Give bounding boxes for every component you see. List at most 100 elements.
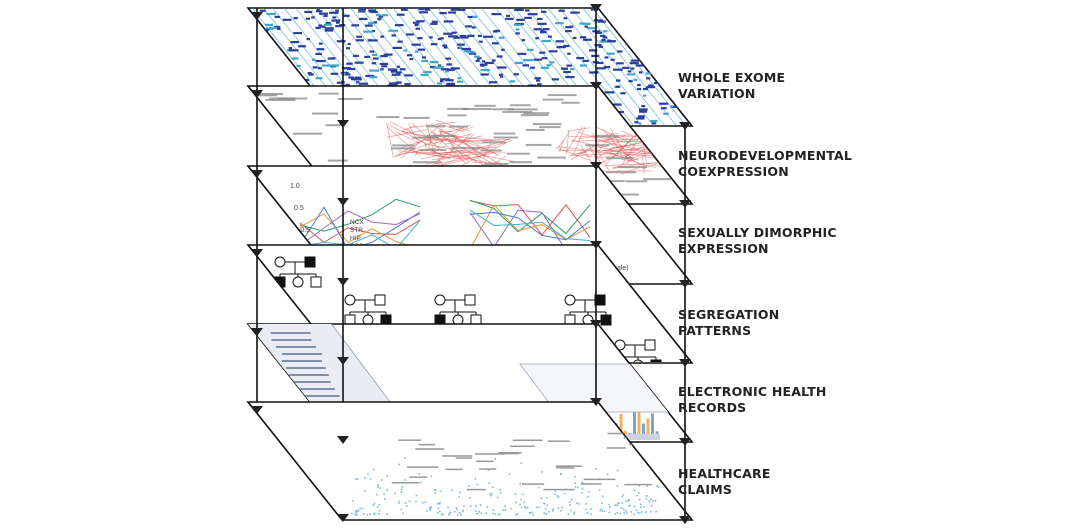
claims-annotation (418, 443, 435, 446)
ehr-row (271, 339, 312, 341)
claims-point (488, 482, 490, 484)
variant-mark (491, 59, 496, 62)
claims-point (420, 481, 422, 484)
gene-label (390, 147, 416, 150)
timeline-bar (633, 412, 636, 436)
claims-point (478, 511, 480, 513)
pedigree-female (564, 294, 576, 306)
claims-point (455, 506, 458, 509)
variant-mark (482, 35, 493, 38)
exome-track (539, 8, 635, 125)
layer-label-dimorphic: SEXUALLY DIMORPHIC EXPRESSION (678, 225, 837, 256)
variant-mark (596, 61, 604, 65)
claims-point (376, 506, 379, 508)
variant-mark (315, 59, 326, 63)
claims-point (429, 509, 432, 511)
claims-point (585, 503, 588, 505)
variant-mark (439, 12, 447, 15)
claims-point (656, 485, 658, 487)
claims-point (504, 509, 507, 511)
variant-mark (377, 18, 382, 21)
gene-label (447, 107, 469, 110)
gene-label (318, 92, 339, 95)
claims-point (616, 485, 619, 487)
claims-point (373, 513, 376, 516)
arrowhead-icon (590, 241, 602, 249)
claims-point (608, 503, 611, 506)
claims-point (560, 473, 562, 476)
claims-point (373, 512, 376, 515)
claims-point (514, 493, 517, 495)
arrowhead-icon (590, 4, 602, 12)
variant-mark (304, 10, 313, 14)
claims-point (436, 511, 439, 514)
coexpression-edge (431, 133, 471, 145)
claims-point (377, 484, 380, 486)
variant-mark (565, 30, 572, 33)
gene-label (426, 134, 457, 137)
claims-point (400, 488, 403, 491)
variant-mark (458, 8, 466, 12)
variant-mark (558, 9, 565, 12)
claims-point (354, 513, 356, 516)
variant-mark (433, 66, 441, 69)
variant-mark (430, 43, 438, 46)
y-tick-label: -0.5 (298, 227, 310, 234)
pedigree-male (304, 256, 316, 268)
claims-point (601, 510, 604, 513)
variant-mark (345, 83, 350, 86)
variant-mark (599, 40, 607, 43)
coexpression-edge (568, 152, 633, 157)
arrowhead-icon (679, 122, 691, 130)
claims-point (437, 507, 440, 510)
variant-mark (358, 82, 369, 85)
variant-mark (335, 21, 340, 24)
ehr-row (281, 360, 322, 362)
layer-plane-claims (246, 401, 694, 521)
claims-point (378, 504, 381, 506)
gene-label (376, 116, 400, 119)
pedigree-male (464, 294, 476, 306)
claims-point (404, 457, 406, 459)
gene-label (412, 136, 439, 139)
claims-point (620, 507, 623, 509)
claims-point (652, 499, 655, 502)
variant-mark (341, 67, 352, 70)
coexpression-edge (622, 138, 639, 164)
gene-label (532, 123, 562, 126)
coexpression-edge (412, 151, 471, 157)
arrowhead-icon (251, 328, 263, 336)
variant-mark (311, 58, 316, 61)
claims-point (355, 478, 357, 480)
claims-point (646, 485, 649, 487)
variant-mark (517, 52, 527, 55)
variant-mark (315, 10, 323, 13)
claims-point (617, 502, 620, 504)
claims-point (538, 486, 540, 489)
coexpression-edge (481, 141, 507, 150)
claims-point (650, 510, 652, 513)
gene-label (561, 101, 580, 104)
variant-mark (346, 62, 353, 65)
variant-mark (448, 35, 458, 38)
variant-mark (576, 57, 585, 60)
variant-mark (582, 59, 589, 62)
variant-mark (629, 62, 639, 65)
variant-mark (335, 9, 339, 12)
claims-point (424, 501, 427, 504)
claims-point (475, 505, 478, 507)
variant-mark (346, 67, 356, 71)
variant-mark (381, 65, 388, 68)
layer-label-exome: WHOLE EXOME VARIATION (678, 70, 786, 101)
variant-mark (312, 66, 318, 69)
claims-point (649, 498, 652, 501)
gene-label (474, 104, 496, 107)
coexpression-edge (386, 128, 430, 138)
claims-point (546, 504, 548, 507)
variant-mark (404, 83, 411, 86)
claims-point (418, 473, 421, 475)
variant-mark (565, 26, 572, 29)
coexpression-edge (642, 143, 648, 165)
variant-mark (369, 50, 375, 53)
